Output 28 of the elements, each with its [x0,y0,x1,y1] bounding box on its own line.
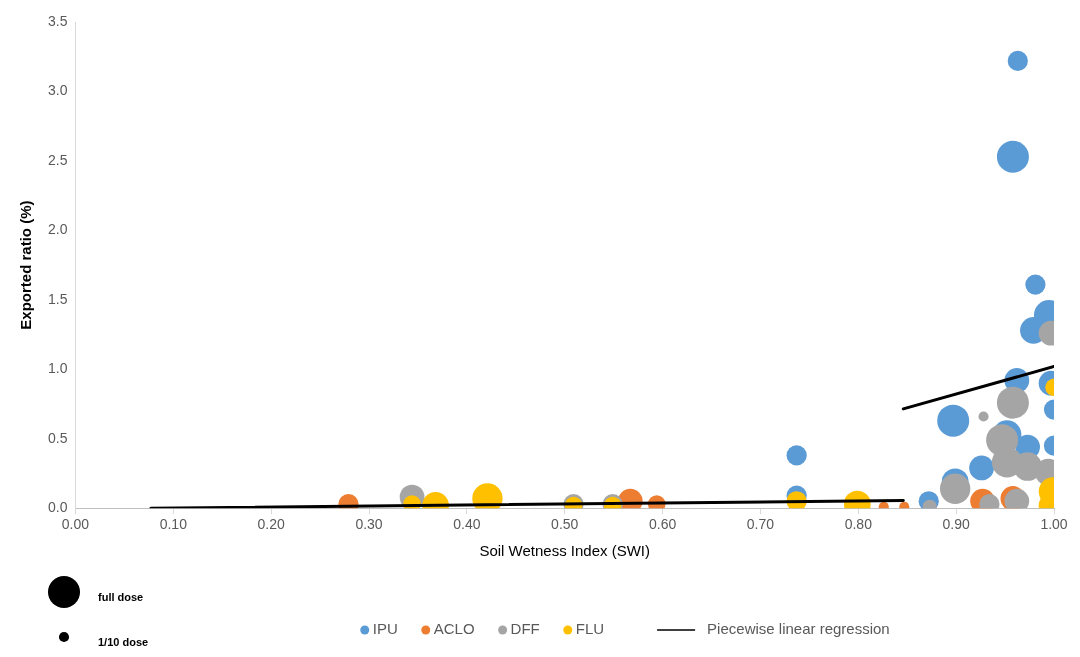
legend-label: DFF [510,620,540,638]
x-tick-label: 0.30 [355,516,383,533]
legend-label: ACLO [433,620,475,638]
x-tick-label: 0.90 [942,516,970,533]
y-tick-label: 2.0 [47,221,68,238]
y-tick-label: 3.5 [47,12,68,29]
y-tick-label: 0.0 [47,499,68,516]
x-tick-label: 0.20 [257,516,286,533]
y-tick-label: 3.0 [47,82,68,99]
legend-label: full dose [98,591,144,604]
x-tick-label: 0.50 [551,516,579,533]
y-tick-label: 1.0 [47,360,68,377]
x-tick-label: 1.00 [1040,516,1068,533]
legend-label: IPU [372,620,398,638]
legend-label: 1/10 dose [98,636,149,649]
y-tick-label: 1.5 [47,290,68,307]
x-axis-title: Soil Wetness Index (SWI) [479,542,651,560]
x-tick-label: 0.60 [648,516,677,533]
y-tick-label: 0.5 [47,429,68,446]
x-tick-label: 0.80 [844,516,873,533]
x-tick-label: 0.40 [453,516,481,533]
x-tick-label: 0.10 [159,516,188,533]
legend-label: Piecewise linear regression [707,620,890,638]
y-tick-label: 2.5 [47,151,68,168]
y-axis-title: Exported ratio (%) [17,200,35,330]
legend-label: FLU [575,620,605,638]
x-tick-label: 0.00 [61,516,90,533]
x-tick-label: 0.70 [746,516,775,533]
